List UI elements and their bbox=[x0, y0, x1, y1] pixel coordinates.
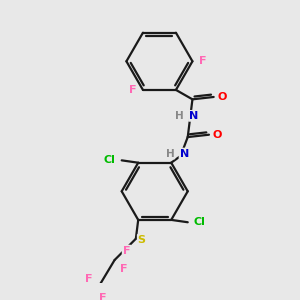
Text: N: N bbox=[189, 111, 198, 121]
Text: F: F bbox=[199, 56, 207, 66]
Text: N: N bbox=[180, 148, 189, 159]
Text: O: O bbox=[212, 130, 222, 140]
Text: F: F bbox=[123, 245, 130, 256]
Text: F: F bbox=[85, 274, 92, 284]
Text: S: S bbox=[138, 235, 146, 245]
Text: F: F bbox=[99, 293, 106, 300]
Text: H: H bbox=[166, 148, 174, 159]
Text: F: F bbox=[129, 85, 136, 95]
Text: H: H bbox=[175, 111, 184, 121]
Text: Cl: Cl bbox=[104, 155, 116, 165]
Text: O: O bbox=[217, 92, 226, 102]
Text: Cl: Cl bbox=[194, 217, 206, 227]
Text: F: F bbox=[120, 264, 128, 274]
